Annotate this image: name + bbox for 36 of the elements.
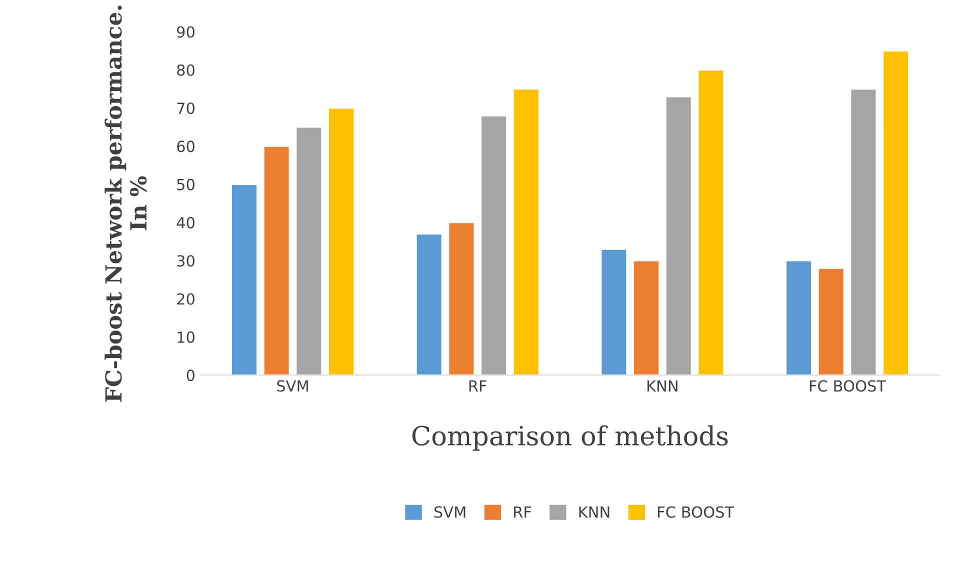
x-tick-label: KNN bbox=[647, 380, 678, 392]
y-axis-title: FC-boost Network performance. In % bbox=[104, 6, 147, 402]
bar bbox=[664, 96, 692, 376]
bar bbox=[262, 145, 290, 376]
bar bbox=[850, 88, 878, 376]
legend-label: SVM bbox=[434, 506, 466, 518]
y-tick-label: 40 bbox=[176, 216, 194, 228]
y-tick-label: 60 bbox=[177, 140, 194, 152]
legend-label: RF bbox=[514, 506, 532, 518]
bar bbox=[785, 260, 812, 376]
y-tick-label: 10 bbox=[178, 331, 194, 343]
bar bbox=[697, 69, 725, 376]
legend-label: FC BOOST bbox=[658, 506, 734, 518]
y-tick-label: 20 bbox=[177, 293, 194, 305]
bar bbox=[448, 222, 476, 376]
bar bbox=[328, 107, 355, 376]
legend-label: KNN bbox=[579, 506, 610, 518]
x-tick-label: FC BOOST bbox=[810, 380, 886, 392]
bar bbox=[295, 126, 323, 376]
bar bbox=[480, 114, 508, 376]
x-tick-label: SVM bbox=[277, 380, 308, 392]
bar bbox=[600, 248, 628, 376]
bar bbox=[230, 184, 258, 376]
bar bbox=[415, 233, 443, 376]
y-tick-label: 0 bbox=[186, 370, 194, 382]
x-tick-label: RF bbox=[469, 380, 486, 392]
y-tick-label: 80 bbox=[177, 64, 194, 76]
x-axis-title: Comparison of methods bbox=[412, 425, 728, 451]
y-tick-label: 30 bbox=[177, 255, 194, 267]
y-tick-label: 90 bbox=[177, 26, 194, 38]
y-tick-label: 70 bbox=[177, 102, 194, 114]
bar bbox=[882, 50, 910, 376]
bar bbox=[632, 260, 660, 376]
bar bbox=[817, 268, 845, 376]
y-tick-label: 50 bbox=[177, 178, 194, 190]
bar bbox=[512, 88, 540, 376]
